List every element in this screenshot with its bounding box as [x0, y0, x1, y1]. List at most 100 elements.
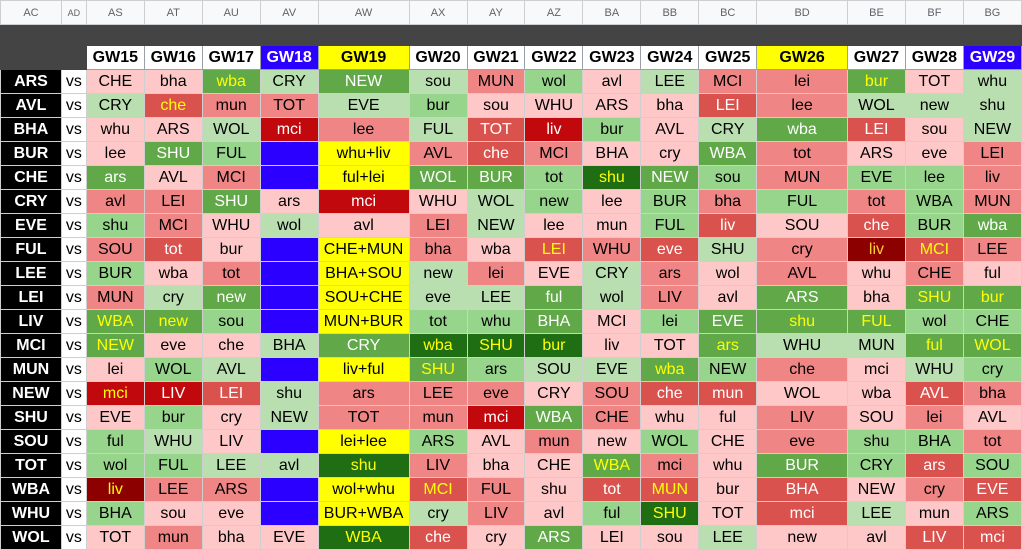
fixture-cell[interactable]: wol — [582, 285, 642, 310]
fixture-cell[interactable]: mun — [143, 525, 203, 550]
fixture-cell[interactable]: bha — [466, 453, 526, 478]
fixture-cell[interactable]: sou — [201, 309, 261, 334]
fixture-cell[interactable]: eve — [756, 429, 848, 454]
fixture-cell[interactable]: SHU — [640, 501, 700, 526]
fixture-cell[interactable]: ful+lei — [317, 165, 410, 190]
fixture-cell[interactable]: EVE — [698, 309, 758, 334]
fixture-cell[interactable]: LEI — [201, 381, 261, 406]
fixture-cell[interactable]: SHU — [904, 285, 964, 310]
column-header-bb[interactable]: BB — [640, 0, 700, 25]
fixture-cell[interactable]: EVE — [85, 405, 145, 430]
fixture-cell[interactable]: LEE — [408, 381, 468, 406]
fixture-cell[interactable]: liv — [962, 165, 1022, 190]
vs-cell[interactable]: vs — [60, 381, 87, 406]
fixture-cell[interactable]: mci — [640, 453, 700, 478]
fixture-cell[interactable]: bur — [846, 69, 906, 94]
fixture-cell[interactable]: eve — [640, 237, 700, 262]
fixture-cell[interactable]: WBA — [317, 525, 410, 550]
fixture-cell[interactable]: liv — [582, 333, 642, 358]
fixture-cell[interactable]: TOT — [317, 405, 410, 430]
gameweek-header-gw16[interactable]: GW16 — [143, 45, 203, 70]
team-name-cell[interactable]: MUN — [0, 357, 62, 382]
fixture-cell[interactable]: CRY — [698, 117, 758, 142]
fixture-cell[interactable]: SOU — [846, 405, 906, 430]
fixture-cell[interactable]: NEW — [85, 333, 145, 358]
fixture-cell[interactable]: TOT — [466, 117, 526, 142]
gameweek-header-gw18[interactable]: GW18 — [259, 45, 319, 70]
fixture-cell[interactable]: AVL — [143, 165, 203, 190]
fixture-cell[interactable]: che — [143, 93, 203, 118]
vs-cell[interactable]: vs — [60, 69, 87, 94]
fixture-cell[interactable]: ars — [317, 381, 410, 406]
fixture-cell[interactable]: che — [846, 213, 906, 238]
fixture-cell[interactable]: SOU — [582, 381, 642, 406]
fixture-cell[interactable]: sou — [466, 93, 526, 118]
fixture-cell[interactable]: avl — [582, 69, 642, 94]
fixture-cell[interactable]: mci — [466, 405, 526, 430]
fixture-cell[interactable]: tot — [846, 189, 906, 214]
fixture-cell[interactable]: tot — [201, 261, 261, 286]
blank-gameweek-cell[interactable] — [259, 477, 319, 502]
fixture-cell[interactable]: WHU — [904, 357, 964, 382]
fixture-cell[interactable]: LIV — [640, 285, 700, 310]
fixture-cell[interactable]: sou — [698, 165, 758, 190]
fixture-cell[interactable]: lee — [756, 93, 848, 118]
fixture-cell[interactable]: eve — [143, 333, 203, 358]
fixture-cell[interactable]: LIV — [756, 405, 848, 430]
fixture-cell[interactable]: NEW — [466, 213, 526, 238]
fixture-cell[interactable]: ARS — [408, 429, 468, 454]
fixture-cell[interactable]: SHU — [143, 141, 203, 166]
fixture-cell[interactable]: EVE — [846, 165, 906, 190]
fixture-cell[interactable]: MCI — [408, 477, 468, 502]
fixture-cell[interactable]: ars — [85, 165, 145, 190]
fixture-cell[interactable]: wba — [640, 357, 700, 382]
fixture-cell[interactable]: wba — [201, 69, 261, 94]
vs-cell[interactable]: vs — [60, 429, 87, 454]
fixture-cell[interactable]: lei+lee — [317, 429, 410, 454]
blank-gameweek-cell[interactable] — [259, 237, 319, 262]
blank-gameweek-cell[interactable] — [259, 429, 319, 454]
vs-cell[interactable]: vs — [60, 93, 87, 118]
fixture-cell[interactable]: che — [466, 141, 526, 166]
fixture-cell[interactable]: new — [756, 525, 848, 550]
fixture-cell[interactable]: MCI — [582, 309, 642, 334]
fixture-cell[interactable]: ars — [904, 453, 964, 478]
fixture-cell[interactable]: ARS — [201, 477, 261, 502]
team-name-cell[interactable]: SHU — [0, 405, 62, 430]
fixture-cell[interactable]: MUN — [962, 189, 1022, 214]
fixture-cell[interactable]: FUL — [143, 453, 203, 478]
fixture-cell[interactable]: shu — [524, 477, 584, 502]
team-name-cell[interactable]: LIV — [0, 309, 62, 334]
fixture-cell[interactable]: wba — [143, 261, 203, 286]
fixture-cell[interactable]: new — [408, 261, 468, 286]
fixture-cell[interactable]: WOL — [408, 165, 468, 190]
fixture-cell[interactable]: CRY — [85, 93, 145, 118]
fixture-cell[interactable]: mun — [698, 381, 758, 406]
fixture-cell[interactable]: avl — [85, 189, 145, 214]
fixture-cell[interactable]: wol — [524, 69, 584, 94]
fixture-cell[interactable]: bha — [962, 381, 1022, 406]
team-name-cell[interactable]: WHU — [0, 501, 62, 526]
fixture-cell[interactable]: LEI — [143, 189, 203, 214]
fixture-cell[interactable]: ful — [85, 429, 145, 454]
fixture-cell[interactable]: LEE — [640, 69, 700, 94]
fixture-cell[interactable]: whu — [962, 69, 1022, 94]
fixture-cell[interactable]: lee — [85, 141, 145, 166]
gameweek-header-gw29[interactable]: GW29 — [962, 45, 1022, 70]
blank-gameweek-cell[interactable] — [259, 165, 319, 190]
fixture-cell[interactable]: NEW — [962, 117, 1022, 142]
fixture-cell[interactable]: BUR — [466, 165, 526, 190]
fixture-cell[interactable]: TOT — [85, 525, 145, 550]
fixture-cell[interactable]: LEE — [143, 477, 203, 502]
fixture-cell[interactable]: lei — [640, 309, 700, 334]
fixture-cell[interactable]: WBA — [524, 405, 584, 430]
vs-cell[interactable]: vs — [60, 453, 87, 478]
fixture-cell[interactable]: whu — [698, 453, 758, 478]
fixture-cell[interactable]: avl — [698, 285, 758, 310]
fixture-cell[interactable]: cry — [756, 237, 848, 262]
fixture-cell[interactable]: mun — [582, 213, 642, 238]
fixture-cell[interactable]: MUN — [466, 69, 526, 94]
fixture-cell[interactable]: FUL — [408, 117, 468, 142]
fixture-cell[interactable]: ARS — [756, 285, 848, 310]
blank-gameweek-cell[interactable] — [259, 501, 319, 526]
